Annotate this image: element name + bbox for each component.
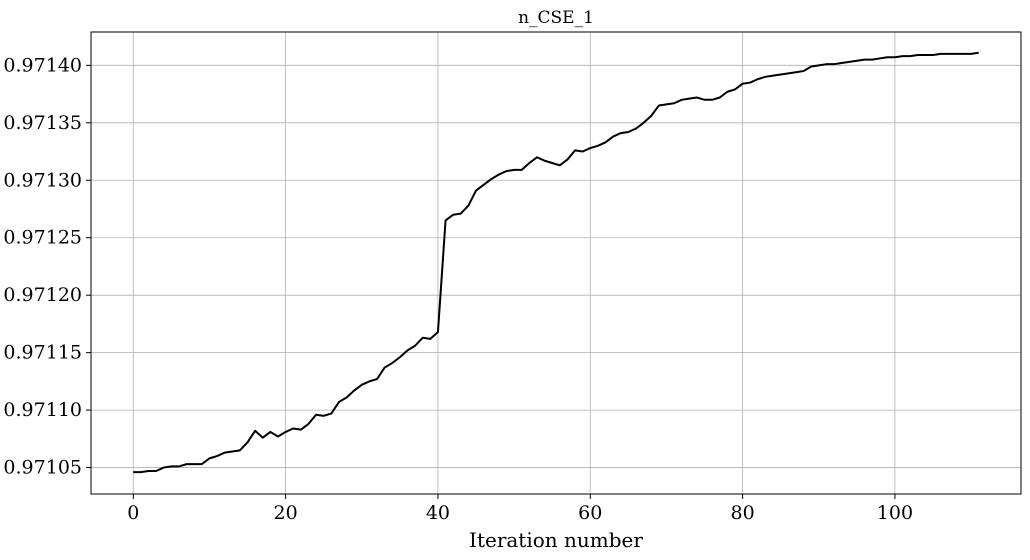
x-tick-label: 20 [274,502,298,524]
grid-layer [91,32,1021,494]
x-axis: 0 20 40 60 80 100 [127,494,913,524]
chart-title: n_CSE_1 [518,8,594,28]
x-tick-label: 80 [731,502,755,524]
x-tick-label: 0 [127,502,139,524]
y-axis: 0.97105 0.97110 0.97115 0.97120 0.97125 0.971… [3,54,91,479]
x-axis-title: Iteration number [469,528,643,552]
y-tick-label: 0.97110 [3,399,82,421]
y-tick-label: 0.97115 [3,342,82,364]
series-layer [133,51,979,474]
x-tick-label: 40 [426,502,450,524]
x-tick-label: 60 [578,502,602,524]
y-tick-label: 0.97105 [3,457,82,479]
y-tick-label: 0.97125 [3,227,82,249]
series-line [133,51,979,474]
y-tick-label: 0.97135 [3,112,82,134]
y-tick-label: 0.97130 [3,169,82,191]
x-tick-label: 100 [877,502,913,524]
y-tick-label: 0.97120 [3,284,82,306]
y-tick-label: 0.97140 [3,54,82,76]
plot-frame [90,31,1022,495]
